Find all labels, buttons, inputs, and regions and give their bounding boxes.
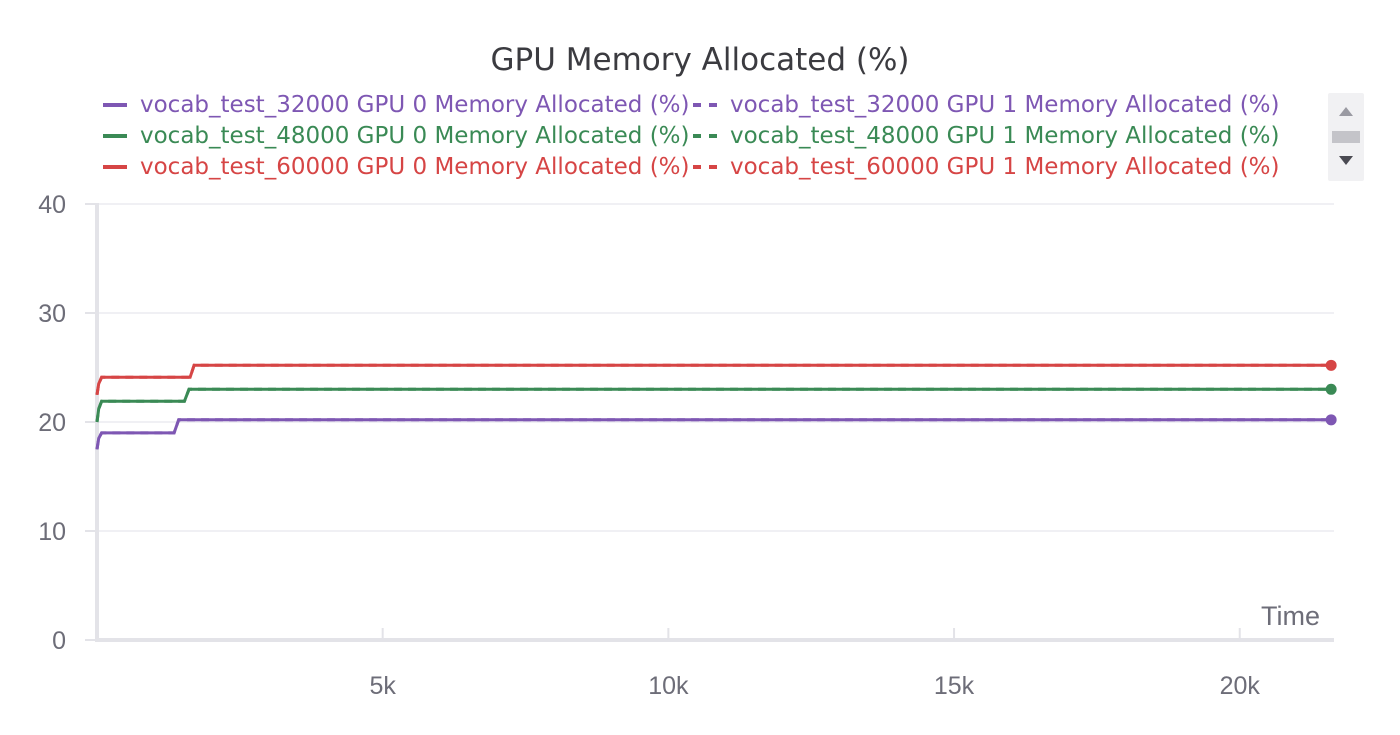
legend-dashed-line-icon	[693, 103, 717, 107]
x-tick-label: 20k	[1220, 672, 1261, 700]
legend-label: vocab_test_60000 GPU 1 Memory Allocated …	[730, 154, 1280, 180]
series-line	[95, 418, 1332, 450]
series-line	[95, 387, 1332, 423]
chart-title: GPU Memory Allocated (%)	[490, 42, 910, 78]
x-axis-label: Time	[1261, 601, 1320, 631]
legend-item[interactable]: vocab_test_32000 GPU 0 Memory Allocated …	[103, 90, 690, 120]
scroll-up-arrow-icon[interactable]	[1339, 107, 1353, 116]
legend-item[interactable]: vocab_test_48000 GPU 0 Memory Allocated …	[103, 121, 690, 151]
y-tick-label: 20	[38, 409, 66, 437]
series-end-point	[1325, 414, 1337, 426]
x-tick-label: 15k	[934, 672, 975, 700]
legend-label: vocab_test_48000 GPU 1 Memory Allocated …	[730, 123, 1280, 149]
series-line	[95, 418, 1332, 450]
series-line	[95, 387, 1332, 423]
legend-solid-line-icon	[103, 165, 127, 169]
legend-label: vocab_test_32000 GPU 1 Memory Allocated …	[730, 92, 1280, 118]
legend-dashed-line-icon	[693, 134, 717, 138]
y-tick-label: 40	[38, 191, 66, 219]
scroll-thumb[interactable]	[1332, 131, 1360, 143]
legend-label: vocab_test_60000 GPU 0 Memory Allocated …	[140, 154, 690, 180]
legend-item[interactable]: vocab_test_60000 GPU 1 Memory Allocated …	[693, 152, 1280, 182]
legend-label: vocab_test_48000 GPU 0 Memory Allocated …	[140, 123, 690, 149]
x-tick-label: 10k	[648, 672, 689, 700]
y-axis-ticks: 0 10 20 30 40	[38, 191, 95, 655]
series-lines	[95, 363, 1332, 450]
series-end-point	[1325, 383, 1337, 395]
x-tick-label: 5k	[369, 672, 396, 700]
legend-item[interactable]: vocab_test_48000 GPU 1 Memory Allocated …	[693, 121, 1280, 151]
scroll-down-arrow-icon[interactable]	[1339, 156, 1353, 165]
y-tick-label: 10	[38, 518, 66, 546]
legend-item[interactable]: vocab_test_32000 GPU 1 Memory Allocated …	[693, 90, 1280, 120]
legend-dashed-line-icon	[693, 165, 717, 169]
series-end-point	[1325, 359, 1337, 371]
legend-item[interactable]: vocab_test_60000 GPU 0 Memory Allocated …	[103, 152, 690, 182]
legend-solid-line-icon	[103, 103, 127, 107]
legend-label: vocab_test_32000 GPU 0 Memory Allocated …	[140, 92, 690, 118]
grid-lines	[97, 203, 1334, 532]
series-line	[95, 363, 1332, 396]
series-end-markers	[1325, 359, 1337, 426]
legend-solid-line-icon	[103, 134, 127, 138]
y-tick-label: 0	[52, 627, 66, 655]
x-axis-ticks: 5k 10k 15k 20k	[369, 628, 1260, 700]
legend-scrollbar[interactable]	[1328, 93, 1364, 181]
y-tick-label: 30	[38, 300, 66, 328]
